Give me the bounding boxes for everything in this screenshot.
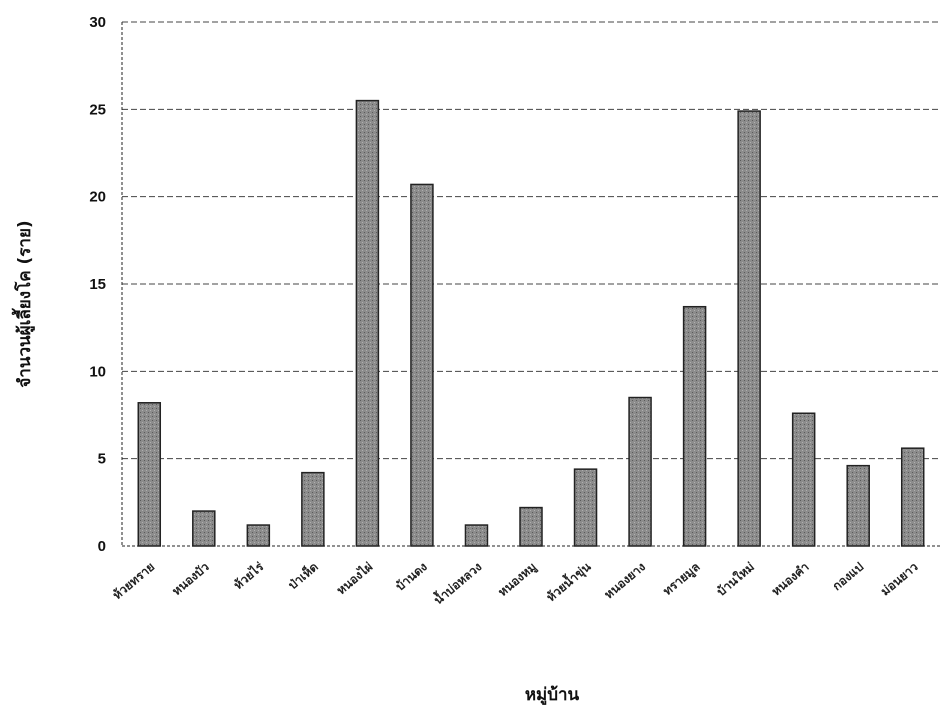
gridlines [122,21,940,460]
bar [682,305,707,547]
bar [628,396,652,547]
bar [137,402,162,547]
x-tick-label: หนองหมู [495,560,539,600]
y-tick-labels: 0 5 10 15 20 25 30 [89,14,106,555]
y-axis-title: จำนวนผู้เลี้ยงโค (ราย) [11,220,36,387]
x-tick-label: บ้านใหม่ [714,559,758,599]
y-tick-label: 15 [89,276,106,293]
x-tick-label: หนองยาง [602,559,648,601]
bar [192,510,216,547]
bar [737,110,761,547]
x-tick-label: หนองบัว [169,559,212,598]
x-tick-label: ป่าเห็ด [285,559,321,593]
bar [355,99,380,547]
x-axis-title: หมู่บ้าน [525,685,580,706]
bar [573,468,598,547]
y-tick-label: 10 [89,363,106,380]
bar [900,447,925,547]
x-tick-label: บ้านดง [393,559,430,593]
y-tick-label: 20 [89,189,106,206]
bar [410,183,434,547]
y-tick-label: 25 [89,101,106,118]
bar [846,464,870,547]
x-tick-label: กองแป [830,559,867,593]
x-tick-label: ทรายมูล [660,560,703,599]
bar [791,412,816,547]
y-tick-label: 5 [98,451,106,468]
x-tick-label: น้ำบ่อหลวง [429,557,484,607]
bar [464,524,489,547]
x-tick-label: หนองคำ [769,560,812,599]
x-tick-label: ห้วยน้ำขุ่น [542,557,595,605]
x-tick-label: ห้วยทราย [110,560,157,603]
bar [246,524,271,547]
y-tick-label: 0 [98,538,106,555]
y-tick-label: 30 [89,14,106,31]
x-tick-labels: ห้วยทราย หนองบัว ห้วยไร่ ป่าเห็ด หนองไผ่ บ้าน… [110,557,921,608]
bars [137,99,925,547]
bar [519,506,543,547]
x-tick-label: ห้วยไร่ [230,558,266,592]
x-tick-label: หนองไผ่ [333,559,375,598]
bar [301,471,325,547]
x-tick-label: ม่อนยาว [878,559,921,598]
